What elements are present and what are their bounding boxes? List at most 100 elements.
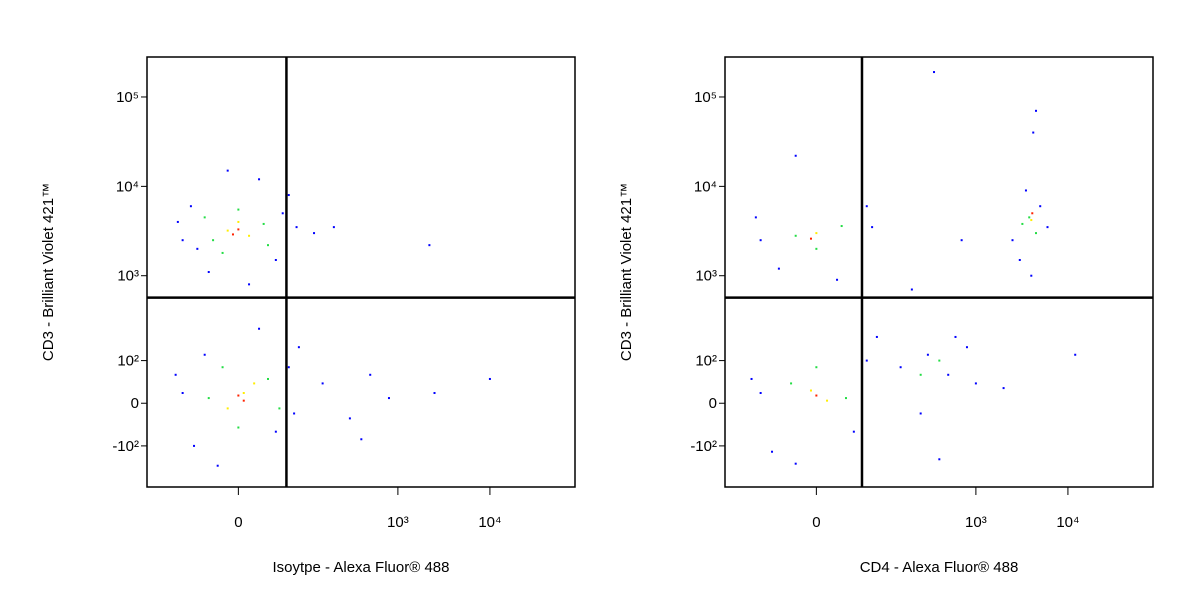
event-dot [1018, 258, 1021, 261]
event-dot [1074, 353, 1077, 356]
y-tick-label: 10³ [695, 268, 717, 285]
event-dot [189, 205, 192, 208]
event-dot [910, 288, 913, 291]
event-dot [174, 373, 177, 376]
x-tick-label: 10⁴ [478, 514, 501, 531]
event-dot [360, 438, 363, 441]
event-dot [933, 71, 936, 74]
event-dot [237, 208, 240, 211]
event-dot [1021, 222, 1024, 225]
event-dot [777, 267, 780, 270]
event-dot [207, 271, 210, 274]
event-dot [226, 169, 229, 172]
event-dot [1046, 226, 1049, 229]
event-dot [433, 392, 436, 395]
event-dot [203, 216, 206, 219]
event-dot [974, 382, 977, 385]
event-dot [844, 397, 847, 400]
event-dot [231, 233, 234, 236]
y-tick-label: -10² [112, 438, 139, 455]
event-dot [193, 444, 196, 447]
x-tick-label: 0 [234, 514, 242, 531]
event-dot [875, 335, 878, 338]
y-tick-label: 10⁵ [694, 89, 717, 106]
event-dot [321, 382, 324, 385]
event-dot [899, 366, 902, 369]
event-dot [176, 220, 179, 223]
event-dot [1024, 189, 1027, 192]
event-dot [313, 232, 316, 235]
event-dot [248, 234, 251, 237]
event-dot [237, 228, 240, 231]
y-axis-label: CD3 - Brilliant Violet 421™ [618, 183, 635, 361]
event-dot [965, 346, 968, 349]
event-dot [1002, 387, 1005, 390]
x-axis-label: CD4 - Alexa Fluor® 488 [860, 559, 1019, 576]
y-tick-label: 10⁵ [116, 89, 139, 106]
event-dot [287, 194, 290, 197]
event-dot [258, 178, 261, 181]
event-dot [216, 464, 219, 467]
event-dot [794, 462, 797, 465]
x-tick-label: 10³ [965, 514, 987, 531]
event-dot [1011, 239, 1014, 242]
event-dot [938, 359, 941, 362]
event-dot [369, 373, 372, 376]
event-dot [954, 335, 957, 338]
event-dot [297, 346, 300, 349]
event-dot [1028, 216, 1031, 219]
y-axis-label: CD3 - Brilliant Violet 421™ [40, 183, 57, 361]
event-dot [1030, 274, 1033, 277]
event-dot [348, 417, 351, 420]
y-tick-label: 10⁴ [694, 178, 717, 195]
event-dot [266, 377, 269, 380]
event-dot [750, 377, 753, 380]
event-dot [253, 382, 256, 385]
event-dot [242, 392, 245, 395]
x-tick-label: 0 [812, 514, 820, 531]
event-dot [428, 244, 431, 247]
event-dot [242, 399, 245, 402]
event-dot [759, 392, 762, 395]
event-dot [196, 247, 199, 250]
event-dot [1039, 205, 1042, 208]
event-dot [332, 226, 335, 229]
event-dot [1031, 212, 1034, 215]
y-tick-label: 10² [695, 353, 717, 370]
y-tick-label: 10⁴ [116, 178, 139, 195]
event-dot [181, 239, 184, 242]
event-dot [237, 394, 240, 397]
plot-frame [146, 56, 576, 488]
event-dot [815, 366, 818, 369]
event-dot [387, 397, 390, 400]
event-dot [754, 216, 757, 219]
event-dot [836, 278, 839, 281]
event-dot [237, 220, 240, 223]
event-dot [262, 222, 265, 225]
event-dot [919, 373, 922, 376]
event-dot [960, 239, 963, 242]
event-dot [790, 382, 793, 385]
x-tick-label: 10³ [387, 514, 409, 531]
event-dot [759, 239, 762, 242]
event-dot [815, 247, 818, 250]
event-dot [919, 412, 922, 415]
event-dot [1035, 109, 1038, 112]
event-dot [815, 394, 818, 397]
event-dot [274, 430, 277, 433]
event-dot [203, 353, 206, 356]
event-dot [287, 366, 290, 369]
event-dot [181, 392, 184, 395]
event-dot [809, 389, 812, 392]
event-dot [221, 366, 224, 369]
event-dot [794, 154, 797, 157]
event-dot [947, 373, 950, 376]
event-dot [226, 407, 229, 410]
event-dot [865, 359, 868, 362]
event-dot [815, 232, 818, 235]
event-dot [809, 237, 812, 240]
y-tick-label: -10² [690, 438, 717, 455]
event-dot [293, 412, 296, 415]
event-dot [278, 407, 281, 410]
